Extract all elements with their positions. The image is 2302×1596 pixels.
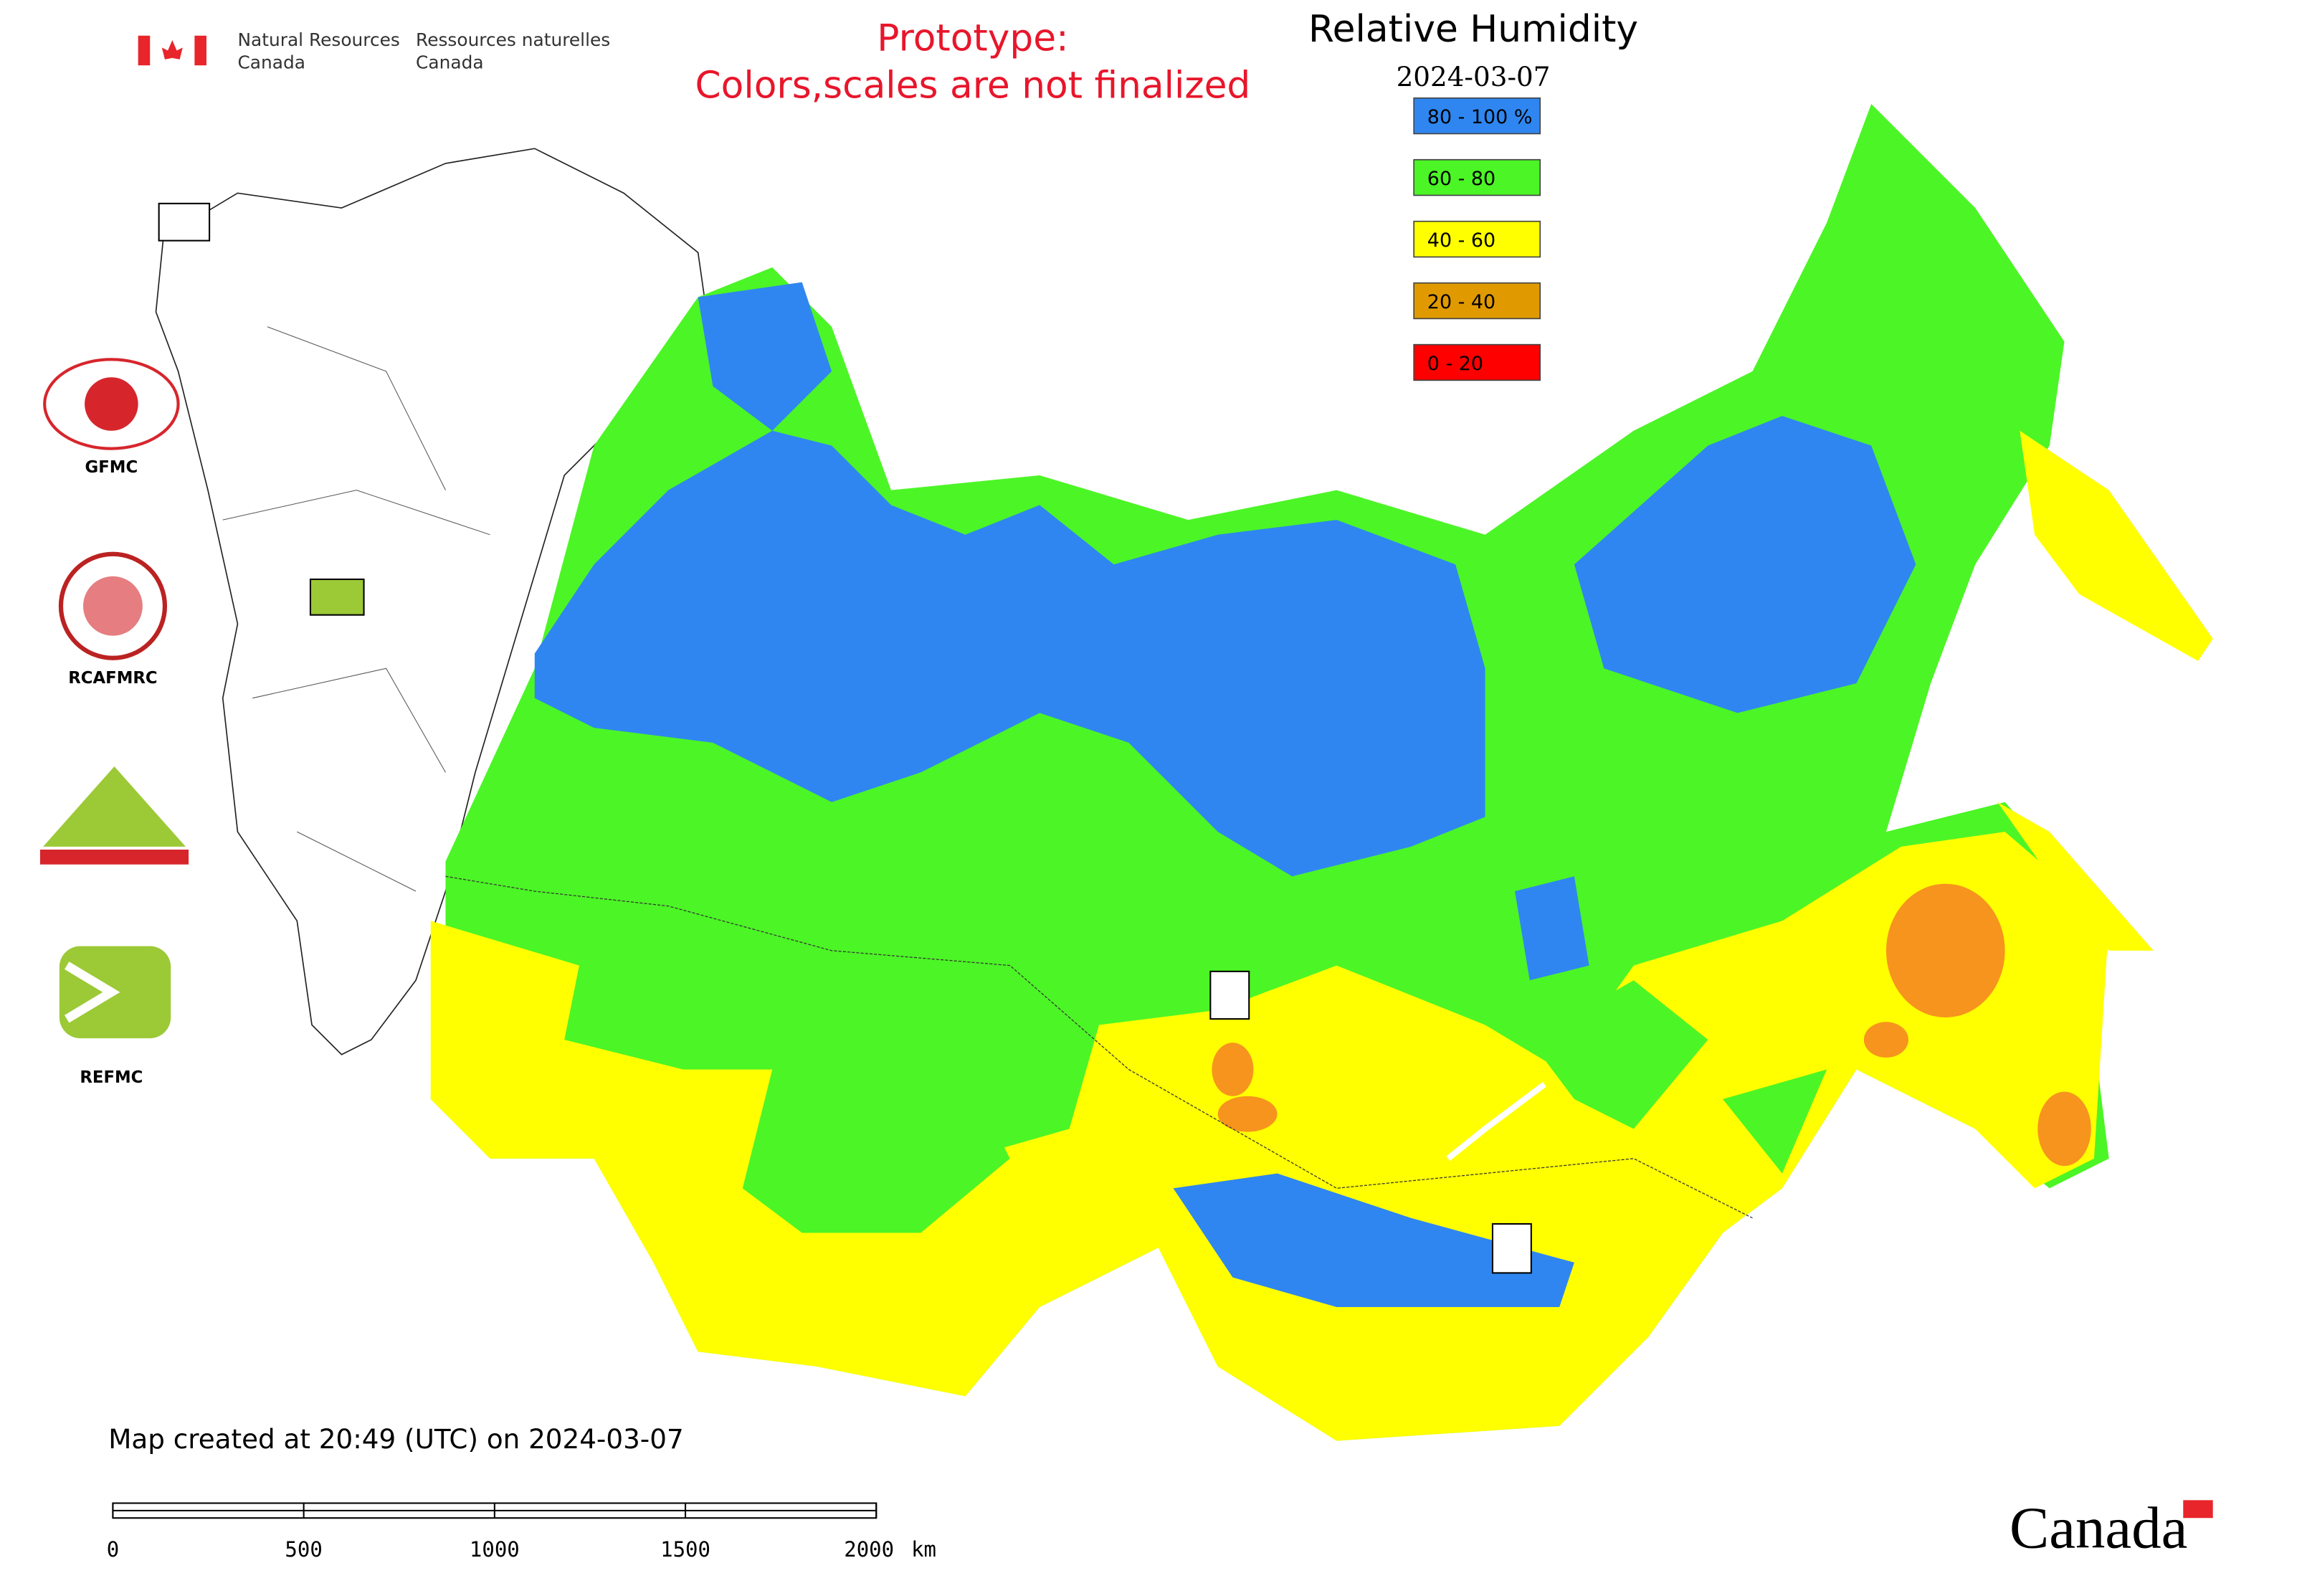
legend-swatch [1413, 220, 1541, 258]
flag-band [194, 35, 206, 66]
scale-label: 1500 [660, 1537, 710, 1562]
legend-label: 40 - 60 [1427, 229, 1495, 252]
kamchatka [1997, 430, 2213, 951]
logo-reefmc [39, 849, 189, 865]
legend-label: 80 - 100 % [1427, 106, 1533, 128]
legend-swatch [1413, 97, 1541, 135]
legend-label: 0 - 20 [1427, 353, 1483, 375]
legend-swatch [1413, 343, 1541, 381]
map-marker [158, 202, 211, 242]
logo-reefmc [43, 766, 186, 847]
agency-name: Ressources naturelles [416, 29, 610, 50]
region-60-80 [772, 980, 1827, 1233]
map-date: 2024-03-07 [1397, 61, 1551, 92]
region-40-60 [430, 832, 2109, 1441]
legend-swatch [1413, 282, 1541, 320]
notice: Colors,scales are not finalized [695, 65, 1251, 108]
map-title: Relative Humidity [1308, 8, 1638, 51]
legend-label: 60 - 80 [1427, 168, 1495, 190]
map-marker [309, 578, 365, 616]
canada-wordmark: Canada [2010, 1495, 2187, 1561]
wordmark-flag [2183, 1500, 2213, 1519]
agency-name: Natural Resources [237, 29, 399, 50]
scale-bar: 0 500 1000 1500 2000 km [107, 1502, 936, 1562]
scale-label: 500 [285, 1537, 322, 1562]
scale-label: 1000 [470, 1537, 520, 1562]
map-marker [1491, 1222, 1532, 1274]
scale-unit: km [911, 1537, 936, 1562]
map-marker [1209, 970, 1250, 1020]
region-80-100 [534, 282, 1916, 1308]
logo-label: GFMC [85, 458, 138, 477]
maple-leaf [161, 39, 183, 60]
humidity-map [430, 104, 2213, 1441]
logo-label: RCAFMRC [68, 669, 157, 688]
logo-gfmc [43, 358, 180, 450]
agency-name: Canada [237, 52, 305, 72]
legend-label: 20 - 40 [1427, 291, 1495, 313]
borders [445, 875, 1753, 1219]
lake-baikal [1446, 1081, 1546, 1162]
created-note: Map created at 20:49 (UTC) on 2024-03-07 [108, 1423, 683, 1455]
scale-label: 2000 [844, 1537, 894, 1562]
legend: 80 - 100 % 60 - 80 40 - 60 20 - 40 0 - 20 [1413, 97, 1541, 381]
logos: GFMC RCAFMRC REFMC [39, 202, 1532, 1274]
logo-refmc [65, 961, 120, 1023]
region-20-40 [1212, 883, 2091, 1167]
agency-name: Canada [416, 52, 484, 72]
scale-label: 0 [107, 1537, 119, 1562]
agency-signature: Natural Resources Canada Ressources natu… [138, 29, 610, 72]
legend-swatch [1413, 158, 1541, 196]
logo-rcafmrc [83, 576, 143, 636]
flag-band [138, 35, 151, 66]
logo-label: REFMC [80, 1068, 143, 1087]
notice: Prototype: [877, 16, 1068, 60]
logo-gfmc [85, 377, 138, 431]
borders [222, 326, 490, 892]
